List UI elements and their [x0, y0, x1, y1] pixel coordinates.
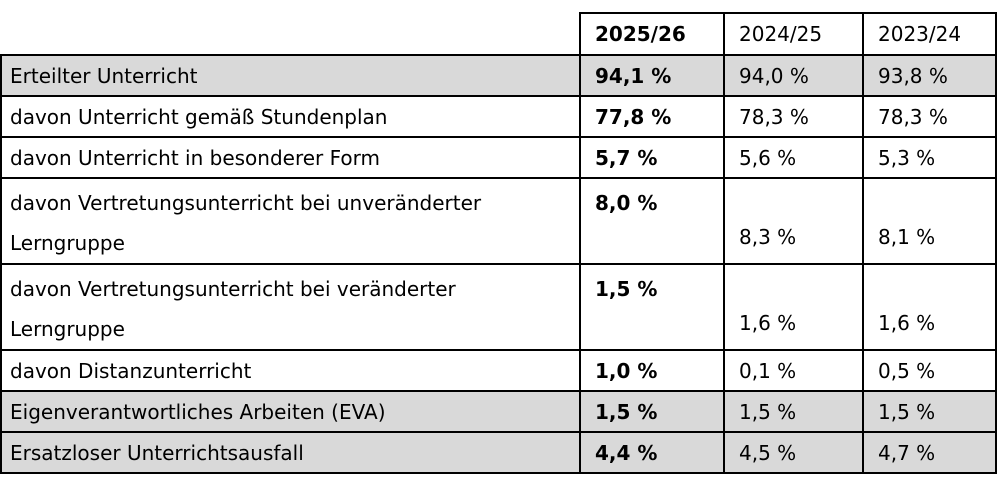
value-2023-24: 93,8 %	[862, 54, 997, 97]
value-2024-25: 1,5 %	[723, 390, 864, 433]
row-label: Ersatzloser Unterrichtsausfall	[0, 431, 581, 474]
value-2025-26: 94,1 %	[579, 54, 725, 97]
row-label: Erteilter Unterricht	[0, 54, 581, 97]
value-2023-24: 8,1 %	[862, 177, 997, 265]
header-year-2023-24: 2023/24	[862, 12, 997, 56]
row-label: Eigenverantwortliches Arbeiten (EVA)	[0, 390, 581, 433]
header-year-2024-25: 2024/25	[723, 12, 864, 56]
row-label: davon Distanzunterricht	[0, 349, 581, 392]
value-2023-24: 1,5 %	[862, 390, 997, 433]
table-row-distanzunterricht: davon Distanzunterricht 1,0 % 0,1 % 0,5 …	[0, 349, 997, 392]
value-2023-24: 1,6 %	[862, 263, 997, 351]
header-row: 2025/26 2024/25 2023/24	[1, 12, 997, 56]
value-2024-25: 4,5 %	[723, 431, 864, 474]
value-2025-26: 4,4 %	[579, 431, 725, 474]
value-2023-24: 78,3 %	[862, 95, 997, 138]
value-2024-25: 0,1 %	[723, 349, 864, 392]
value-2024-25: 78,3 %	[723, 95, 864, 138]
value-2024-25: 5,6 %	[723, 136, 864, 179]
lesson-statistics-table: 2025/26 2024/25 2023/24 Erteilter Unterr…	[0, 12, 997, 474]
table-row-eva: Eigenverantwortliches Arbeiten (EVA) 1,5…	[0, 390, 997, 433]
table-row-vertretung-veraendert: davon Vertretungsunterricht bei veränder…	[0, 263, 997, 351]
row-label: davon Vertretungsunterricht bei unveränd…	[0, 177, 581, 265]
value-2025-26: 5,7 %	[579, 136, 725, 179]
value-2025-26: 1,5 %	[579, 263, 725, 351]
row-label: davon Vertretungsunterricht bei veränder…	[0, 263, 581, 351]
value-2024-25: 94,0 %	[723, 54, 864, 97]
table-row-vertretung-unveraendert: davon Vertretungsunterricht bei unveränd…	[0, 177, 997, 265]
header-year-2025-26: 2025/26	[579, 12, 725, 56]
table-row-stundenplan: davon Unterricht gemäß Stundenplan 77,8 …	[0, 95, 997, 138]
value-2024-25: 8,3 %	[723, 177, 864, 265]
value-2025-26: 1,0 %	[579, 349, 725, 392]
row-label: davon Unterricht gemäß Stundenplan	[0, 95, 581, 138]
header-blank-cell	[1, 13, 580, 55]
value-2023-24: 4,7 %	[862, 431, 997, 474]
value-2025-26: 1,5 %	[579, 390, 725, 433]
value-2024-25: 1,6 %	[723, 263, 864, 351]
value-2023-24: 0,5 %	[862, 349, 997, 392]
table-row-erteilter-unterricht: Erteilter Unterricht 94,1 % 94,0 % 93,8 …	[0, 54, 997, 97]
value-2025-26: 8,0 %	[579, 177, 725, 265]
table-row-besondere-form: davon Unterricht in besonderer Form 5,7 …	[0, 136, 997, 179]
row-label: davon Unterricht in besonderer Form	[0, 136, 581, 179]
table-row-ersatzloser-ausfall: Ersatzloser Unterrichtsausfall 4,4 % 4,5…	[0, 431, 997, 474]
value-2023-24: 5,3 %	[862, 136, 997, 179]
value-2025-26: 77,8 %	[579, 95, 725, 138]
